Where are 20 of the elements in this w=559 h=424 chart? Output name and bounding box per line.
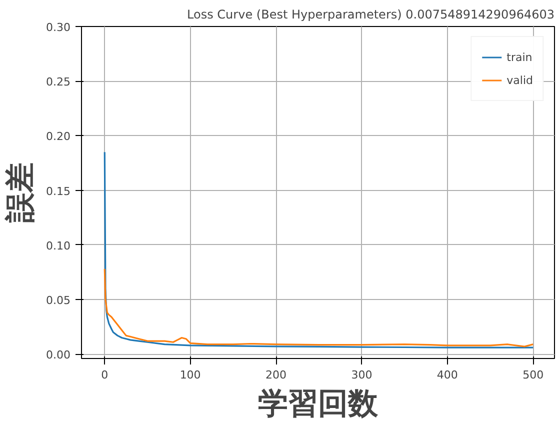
x-tick-label: 200 (266, 368, 287, 382)
y-tick-label: 0.05 (46, 294, 71, 308)
y-tick-label: 0.25 (46, 76, 71, 89)
y-tick-label: 0.20 (46, 130, 71, 144)
legend-label: train (506, 50, 532, 64)
x-tick-label: 500 (522, 368, 544, 382)
x-axis-title: 学習回数 (258, 386, 379, 422)
x-tick-label: 300 (351, 368, 372, 382)
line-series (104, 268, 534, 348)
y-tick-label: 0.00 (46, 348, 71, 362)
y-tick-label: 0.15 (46, 184, 71, 198)
x-tick-label: 400 (436, 368, 458, 382)
y-tick-label: 0.30 (46, 21, 71, 34)
x-tick-label: 0 (101, 368, 108, 382)
y-tick-label: 0.10 (46, 239, 71, 252)
x-tick-label: 100 (180, 368, 201, 382)
line-series (104, 151, 534, 348)
y-axis-title: 誤差 (3, 162, 38, 224)
chart-title: Loss Curve (Best Hyperparameters) 0.007548914290964603 (187, 8, 554, 22)
legend-label: valid (506, 74, 533, 86)
